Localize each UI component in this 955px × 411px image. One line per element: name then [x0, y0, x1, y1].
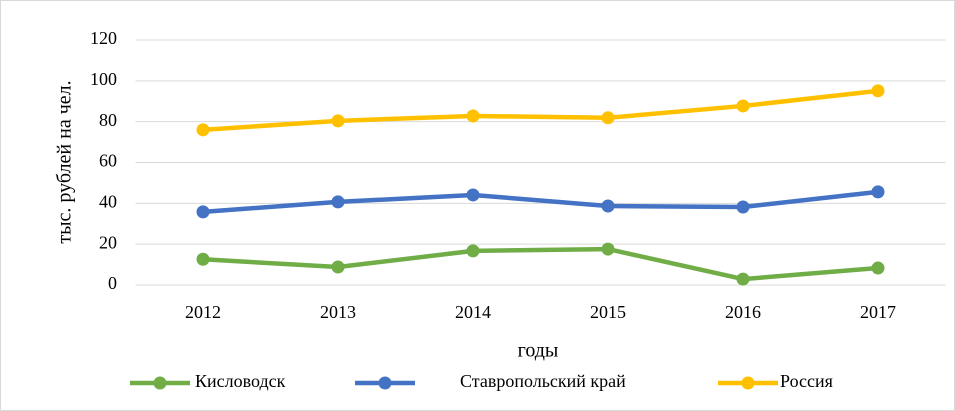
x-axis-label: годы [518, 340, 559, 362]
data-point [196, 123, 210, 137]
data-point [736, 99, 750, 113]
data-point [331, 260, 345, 274]
data-point [871, 185, 885, 199]
x-tick-label: 2015 [590, 302, 626, 322]
legend-marker [153, 376, 167, 390]
data-point [871, 84, 885, 98]
data-point [466, 109, 480, 123]
legend-label: Кисловодск [195, 371, 286, 391]
y-tick-label: 40 [99, 191, 117, 211]
legend-label: Россия [780, 371, 833, 391]
data-point [196, 252, 210, 266]
x-tick-label: 2014 [455, 302, 491, 322]
data-point [466, 188, 480, 202]
data-point [601, 199, 615, 213]
data-point [331, 195, 345, 209]
y-tick-label: 60 [99, 151, 117, 171]
data-point [601, 242, 615, 256]
x-tick-label: 2017 [860, 302, 896, 322]
data-point [466, 244, 480, 258]
data-point [331, 114, 345, 128]
y-tick-label: 20 [99, 232, 117, 252]
y-tick-label: 0 [108, 273, 117, 293]
data-point [736, 272, 750, 286]
data-point [196, 205, 210, 219]
data-point [736, 200, 750, 214]
x-tick-label: 2013 [320, 302, 356, 322]
y-tick-label: 120 [90, 28, 117, 48]
series-line [202, 189, 879, 215]
y-axis-label: тыс. рублей на чел. [54, 80, 76, 243]
x-tick-label: 2012 [185, 302, 221, 322]
legend-label: Ставропольский край [460, 371, 626, 391]
series-line [202, 88, 879, 133]
data-point [871, 261, 885, 275]
series-line [202, 246, 879, 282]
legend-marker [741, 376, 755, 390]
x-tick-label: 2016 [725, 302, 761, 322]
data-point [601, 111, 615, 125]
y-tick-label: 100 [90, 69, 117, 89]
legend-marker [378, 376, 392, 390]
y-tick-label: 80 [99, 110, 117, 130]
